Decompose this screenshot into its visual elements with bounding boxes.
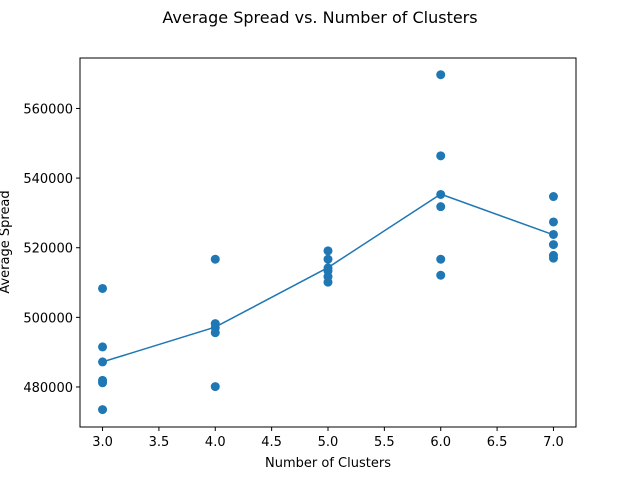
data-point [210,382,220,392]
data-point [210,254,220,264]
x-tick-label: 6.5 [487,435,508,450]
y-tick-label: 560000 [23,102,73,117]
data-point [323,254,333,264]
x-tick-label: 7.0 [543,435,564,450]
data-point [548,253,558,263]
data-point [436,70,446,80]
data-point [436,151,446,161]
chart-title: Average Spread vs. Number of Clusters [162,8,477,27]
x-tick-label: 5.5 [374,435,395,450]
series-line [102,193,554,363]
plot-marks [98,70,558,415]
data-point [98,342,108,352]
data-point [436,254,446,264]
y-axis: 480000 500000 520000 540000 560000 [23,102,80,396]
x-axis-label: Number of Clusters [265,456,391,471]
y-axis-label: Average Spread [0,190,13,293]
y-tick-label: 480000 [23,381,73,396]
x-axis: 3.0 3.5 4.0 4.5 5.0 5.5 6.0 6.5 7.0 [92,427,564,450]
data-point [98,283,108,293]
data-point [436,202,446,212]
x-tick-label: 4.5 [261,435,282,450]
y-tick-label: 500000 [23,311,73,326]
data-point [323,277,333,287]
x-tick-label: 5.0 [318,435,339,450]
x-tick-label: 3.0 [92,435,113,450]
x-tick-label: 4.0 [205,435,226,450]
data-point [98,378,108,388]
x-tick-label: 3.5 [149,435,170,450]
data-point [98,405,108,415]
data-point [548,217,558,227]
data-point [548,240,558,250]
data-point [548,192,558,202]
y-tick-label: 520000 [23,242,73,257]
x-tick-label: 6.0 [430,435,451,450]
data-point [436,270,446,280]
y-tick-label: 540000 [23,172,73,187]
data-point [323,246,333,256]
data-point [210,328,220,338]
